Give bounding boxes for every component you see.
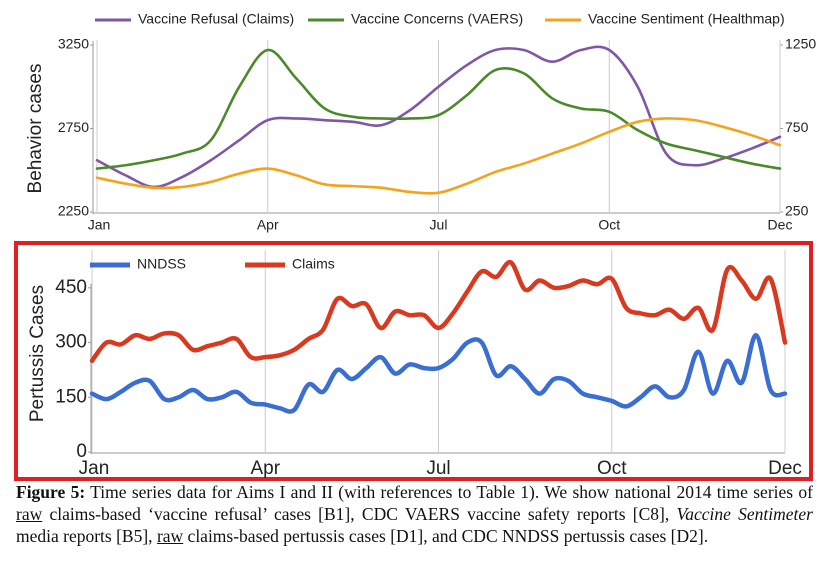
- legend-label: Vaccine Concerns (VAERS): [351, 11, 523, 27]
- y-tick-label: 3250: [58, 36, 89, 52]
- legend-label: Vaccine Refusal (Claims): [138, 11, 294, 27]
- series-line: [95, 45, 782, 189]
- x-tick-label: Apr: [257, 217, 279, 233]
- x-tick-label: Oct: [598, 217, 620, 233]
- y2-tick-label: 250: [785, 203, 809, 219]
- caption-text: media reports [B5],: [16, 526, 157, 546]
- series-line: [95, 117, 782, 195]
- caption-text: claims-based pertussis cases [D1], and C…: [183, 526, 709, 546]
- caption-text: raw: [156, 526, 184, 546]
- highlight-frame: [14, 241, 813, 481]
- x-tick-label: Apr: [250, 458, 280, 479]
- series-line: [89, 260, 788, 364]
- x-tick-label: Dec: [768, 217, 793, 233]
- x-tick-label: Jul: [430, 217, 448, 233]
- series-line: [95, 48, 782, 170]
- y-tick-label: 2250: [58, 203, 89, 219]
- x-tick-label: Jan: [88, 217, 111, 233]
- y-axis-label: Behavior cases: [25, 64, 46, 194]
- x-tick-label: Dec: [768, 458, 802, 479]
- legend-label: Vaccine Sentiment (Healthmap): [588, 11, 785, 27]
- x-tick-label: Jul: [426, 458, 450, 479]
- caption-text: raw: [16, 504, 43, 524]
- y2-tick-label: 750: [785, 119, 809, 135]
- y-axis-label: Pertussis Cases: [27, 285, 48, 422]
- y-tick-label: 300: [55, 332, 87, 353]
- y-tick-label: 450: [55, 277, 87, 298]
- caption: Figure 5: Time series data for Aims I an…: [16, 481, 813, 547]
- y-tick-label: 2750: [58, 119, 89, 135]
- legend-label: NNDSS: [137, 256, 186, 272]
- x-tick-label: Jan: [79, 458, 110, 479]
- caption-text: claims-based ‘vaccine refusal’ cases [B1…: [42, 504, 677, 524]
- caption-label: Figure 5:: [16, 482, 86, 502]
- figure: 2250 2750 3250 250 750 1250 Jan Apr Jul Oct Dec Beh…: [14, 11, 816, 481]
- series-line: [89, 333, 788, 414]
- y2-tick-label: 1250: [785, 36, 816, 52]
- caption-text: Vaccine Sentimeter: [676, 504, 813, 524]
- caption-text: Time series data for Aims I and II (with…: [85, 482, 813, 502]
- x-tick-label: Oct: [597, 458, 627, 479]
- y-tick-label: 150: [55, 386, 87, 407]
- y-tick-label: 0: [76, 441, 87, 462]
- legend-label: Claims: [292, 256, 335, 272]
